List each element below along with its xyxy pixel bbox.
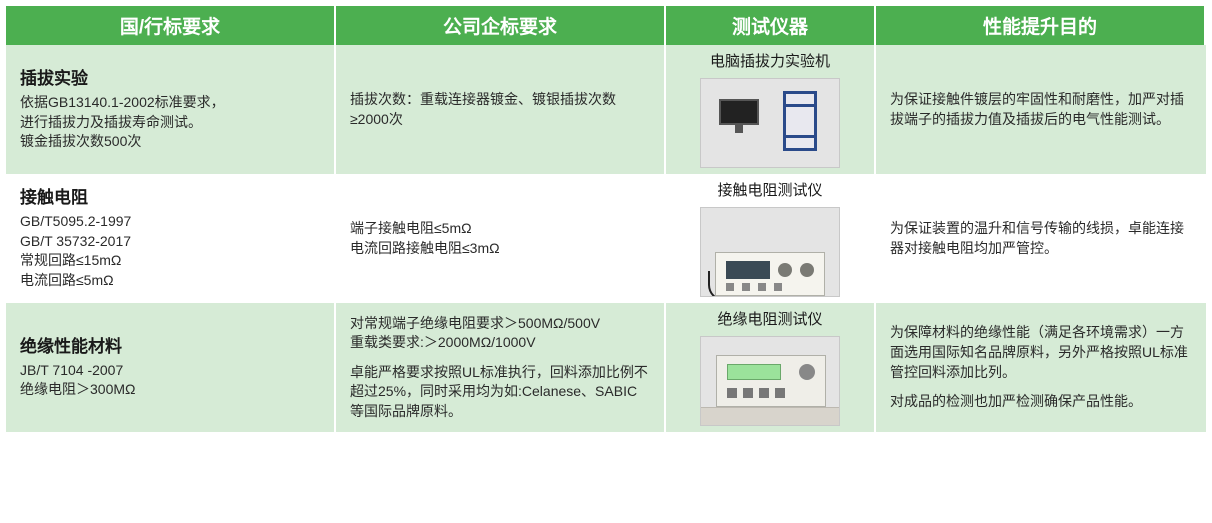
row1-company: 插拔次数：重载连接器镀金、镀银插拔次数≥2000次 <box>336 45 666 174</box>
row1-instrument: 电脑插拔力实验机 <box>666 45 876 174</box>
row2-purpose: 为保证装置的温升和信号传输的线损，卓能连接器对接触电阻均加严管控。 <box>876 174 1206 303</box>
header-company: 公司企标要求 <box>336 6 666 45</box>
row1-purpose: 为保证接触件镀层的牢固性和耐磨性，加严对插拔端子的插拔力值及插拔后的电气性能测试… <box>876 45 1206 174</box>
row3-nat-line2: 绝缘电阻＞300MΩ <box>20 380 320 400</box>
resistance-meter-image <box>700 207 840 297</box>
row1-title: 插拔实验 <box>20 67 320 91</box>
insulation-meter-image <box>700 336 840 426</box>
row2-company-line2: 电流回路接触电阻≤3mΩ <box>350 239 650 259</box>
row2-nat-line1: GB/T5095.2-1997 <box>20 212 320 232</box>
row3-company-line2: 重载类要求:＞2000MΩ/1000V <box>350 333 650 353</box>
row2-company: 端子接触电阻≤5mΩ 电流回路接触电阻≤3mΩ <box>336 174 666 303</box>
row3-instrument: 绝缘电阻测试仪 <box>666 303 876 432</box>
row2-nat-line4: 电流回路≤5mΩ <box>20 271 320 291</box>
row3-purpose-line1: 为保障材料的绝缘性能（满足各环境需求）一方面选用国际知名品牌原料，另外严格按照U… <box>890 323 1192 382</box>
row2-instrument-name: 接触电阻测试仪 <box>717 180 822 201</box>
row3-title: 绝缘性能材料 <box>20 335 320 359</box>
row1-nat-line3: 镀金插拔次数500次 <box>20 132 320 152</box>
row3-company-line3: 卓能严格要求按照UL标准执行，回料添加比例不超过25%，同时采用均为如:Cela… <box>350 363 650 422</box>
row2-nat-line3: 常规回路≤15mΩ <box>20 251 320 271</box>
header-purpose: 性能提升目的 <box>876 6 1206 45</box>
row3-national: 绝缘性能材料 JB/T 7104 -2007 绝缘电阻＞300MΩ <box>6 303 336 432</box>
row2-nat-line2: GB/T 35732-2017 <box>20 232 320 252</box>
row1-company-text: 插拔次数：重载连接器镀金、镀银插拔次数≥2000次 <box>350 90 650 129</box>
row2-national: 接触电阻 GB/T5095.2-1997 GB/T 35732-2017 常规回… <box>6 174 336 303</box>
row3-purpose-line2: 对成品的检测也加严检测确保产品性能。 <box>890 392 1192 412</box>
row3-purpose: 为保障材料的绝缘性能（满足各环境需求）一方面选用国际知名品牌原料，另外严格按照U… <box>876 303 1206 432</box>
row2-company-line1: 端子接触电阻≤5mΩ <box>350 219 650 239</box>
row3-company: 对常规端子绝缘电阻要求＞500MΩ/500V 重载类要求:＞2000MΩ/100… <box>336 303 666 432</box>
header-national: 国/行标要求 <box>6 6 336 45</box>
row3-company-line1: 对常规端子绝缘电阻要求＞500MΩ/500V <box>350 314 650 334</box>
row1-purpose-text: 为保证接触件镀层的牢固性和耐磨性，加严对插拔端子的插拔力值及插拔后的电气性能测试… <box>890 90 1192 129</box>
row2-title: 接触电阻 <box>20 186 320 210</box>
row1-nat-line2: 进行插拔力及插拔寿命测试。 <box>20 113 320 133</box>
row1-national: 插拔实验 依据GB13140.1-2002标准要求， 进行插拔力及插拔寿命测试。… <box>6 45 336 174</box>
row1-instrument-name: 电脑插拔力实验机 <box>710 51 830 72</box>
row2-instrument: 接触电阻测试仪 <box>666 174 876 303</box>
row1-nat-line1: 依据GB13140.1-2002标准要求， <box>20 93 320 113</box>
standards-table: 国/行标要求 公司企标要求 测试仪器 性能提升目的 插拔实验 依据GB13140… <box>6 6 1206 432</box>
row3-nat-line1: JB/T 7104 -2007 <box>20 361 320 381</box>
row2-purpose-text: 为保证装置的温升和信号传输的线损，卓能连接器对接触电阻均加严管控。 <box>890 219 1192 258</box>
row3-instrument-name: 绝缘电阻测试仪 <box>717 309 822 330</box>
push-pull-tester-image <box>700 78 840 168</box>
header-instrument: 测试仪器 <box>666 6 876 45</box>
